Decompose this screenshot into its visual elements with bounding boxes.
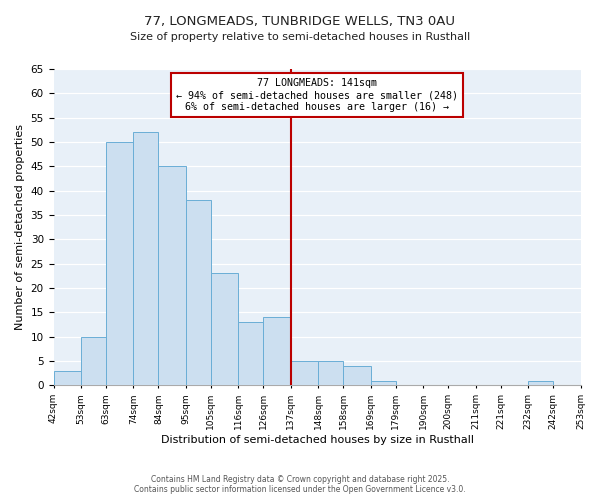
Bar — [318, 361, 343, 386]
X-axis label: Distribution of semi-detached houses by size in Rusthall: Distribution of semi-detached houses by … — [161, 435, 473, 445]
Bar — [291, 361, 318, 386]
Text: 77, LONGMEADS, TUNBRIDGE WELLS, TN3 0AU: 77, LONGMEADS, TUNBRIDGE WELLS, TN3 0AU — [145, 15, 455, 28]
Text: Contains HM Land Registry data © Crown copyright and database right 2025.
Contai: Contains HM Land Registry data © Crown c… — [134, 474, 466, 494]
Bar — [186, 200, 211, 386]
Bar — [528, 380, 553, 386]
Bar — [371, 380, 395, 386]
Text: Size of property relative to semi-detached houses in Rusthall: Size of property relative to semi-detach… — [130, 32, 470, 42]
Bar — [238, 322, 263, 386]
Bar — [263, 318, 291, 386]
Bar — [53, 371, 81, 386]
Bar — [81, 336, 106, 386]
Bar — [133, 132, 158, 386]
Bar — [158, 166, 186, 386]
Bar — [343, 366, 371, 386]
Text: 77 LONGMEADS: 141sqm
← 94% of semi-detached houses are smaller (248)
6% of semi-: 77 LONGMEADS: 141sqm ← 94% of semi-detac… — [176, 78, 458, 112]
Y-axis label: Number of semi-detached properties: Number of semi-detached properties — [15, 124, 25, 330]
Bar — [106, 142, 133, 386]
Bar — [211, 274, 238, 386]
